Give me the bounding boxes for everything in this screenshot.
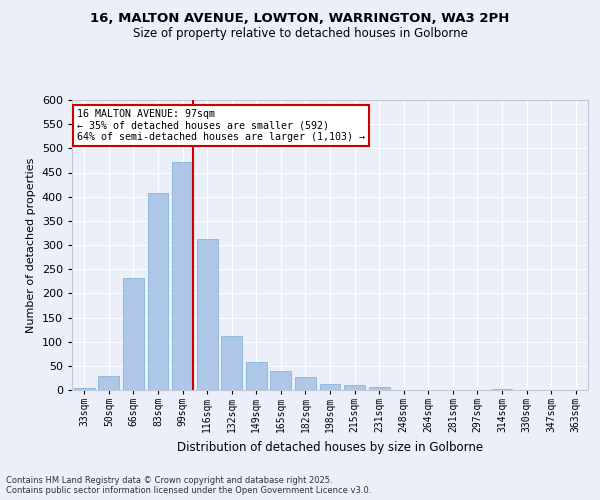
Bar bbox=[491, 389, 512, 390]
Bar bbox=[246, 362, 267, 390]
Bar bbox=[320, 384, 340, 390]
Bar bbox=[74, 388, 95, 390]
Bar bbox=[98, 376, 119, 390]
Bar bbox=[123, 278, 144, 390]
Bar bbox=[197, 238, 218, 390]
Text: 16 MALTON AVENUE: 97sqm
← 35% of detached houses are smaller (592)
64% of semi-d: 16 MALTON AVENUE: 97sqm ← 35% of detache… bbox=[77, 108, 365, 142]
X-axis label: Distribution of detached houses by size in Golborne: Distribution of detached houses by size … bbox=[177, 440, 483, 454]
Y-axis label: Number of detached properties: Number of detached properties bbox=[26, 158, 36, 332]
Bar bbox=[344, 385, 365, 390]
Bar bbox=[368, 386, 389, 390]
Bar bbox=[172, 162, 193, 390]
Text: 16, MALTON AVENUE, LOWTON, WARRINGTON, WA3 2PH: 16, MALTON AVENUE, LOWTON, WARRINGTON, W… bbox=[91, 12, 509, 26]
Text: Size of property relative to detached houses in Golborne: Size of property relative to detached ho… bbox=[133, 28, 467, 40]
Bar bbox=[148, 194, 169, 390]
Bar bbox=[295, 378, 316, 390]
Bar bbox=[271, 370, 292, 390]
Text: Contains HM Land Registry data © Crown copyright and database right 2025.
Contai: Contains HM Land Registry data © Crown c… bbox=[6, 476, 371, 495]
Bar bbox=[221, 336, 242, 390]
